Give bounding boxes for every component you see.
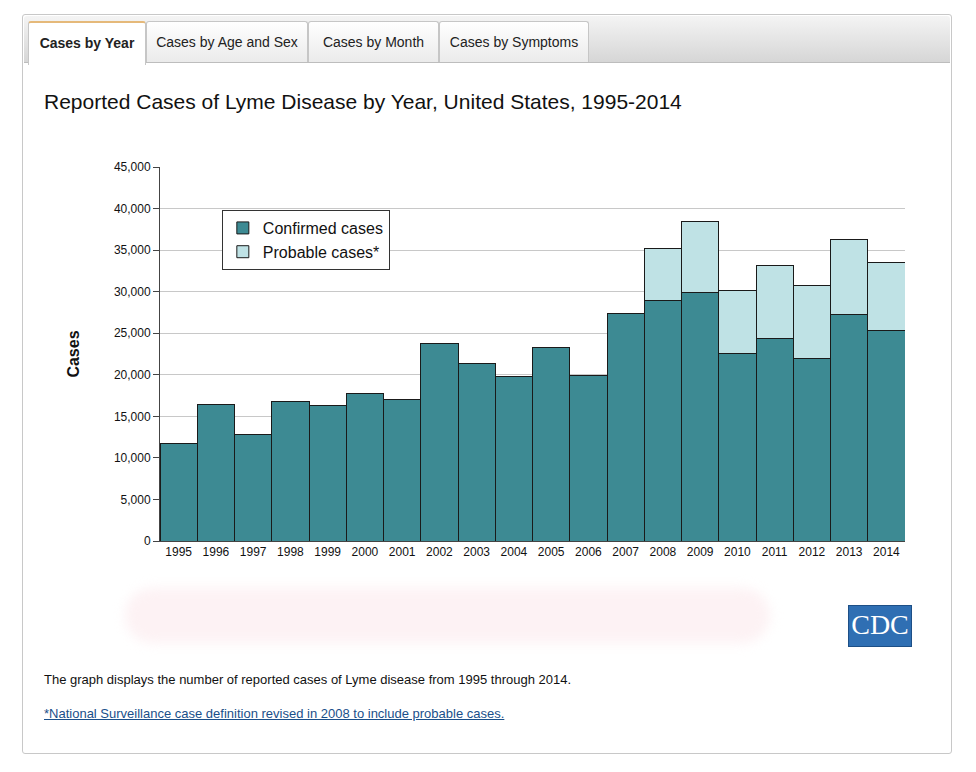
- svg-text:1995: 1995: [165, 545, 192, 559]
- html-text:Cases by Year: Cases by Year: [39, 35, 135, 51]
- svg-text:Probable cases*: Probable cases*: [263, 244, 380, 261]
- html-text:CDC: CDC: [851, 609, 909, 640]
- svg-text:1998: 1998: [277, 545, 304, 559]
- svg-text:2012: 2012: [799, 545, 826, 559]
- svg-text:2009: 2009: [687, 545, 714, 559]
- svg-text:45,000: 45,000: [114, 160, 151, 174]
- svg-text:2003: 2003: [463, 545, 490, 559]
- html-text:Reported Cases of Lyme Disease: Reported Cases of Lyme Disease by Year, …: [44, 90, 682, 113]
- svg-text:10,000: 10,000: [114, 451, 151, 465]
- svg-text:15,000: 15,000: [114, 410, 151, 424]
- svg-text:2007: 2007: [612, 545, 639, 559]
- svg-text:2013: 2013: [836, 545, 863, 559]
- svg-text:1999: 1999: [314, 545, 341, 559]
- html-text:Cases by Symptoms: Cases by Symptoms: [449, 34, 579, 50]
- svg-text:2005: 2005: [538, 545, 565, 559]
- svg-text:30,000: 30,000: [114, 285, 151, 299]
- svg-text:2006: 2006: [575, 545, 602, 559]
- svg-text:Confirmed cases: Confirmed cases: [263, 220, 383, 237]
- svg-text:25,000: 25,000: [114, 326, 151, 340]
- html-text:*National Surveillance case de: *National Surveillance case definition r…: [44, 706, 505, 721]
- svg-text:1997: 1997: [240, 545, 267, 559]
- svg-text:2002: 2002: [426, 545, 453, 559]
- svg-text:2008: 2008: [650, 545, 677, 559]
- html-text:Cases by Age and Sex: Cases by Age and Sex: [156, 34, 298, 50]
- svg-text:2001: 2001: [389, 545, 416, 559]
- svg-text:40,000: 40,000: [114, 202, 151, 216]
- svg-text:35,000: 35,000: [114, 243, 151, 257]
- svg-text:1996: 1996: [203, 545, 230, 559]
- svg-text:0: 0: [144, 534, 151, 548]
- svg-text:20,000: 20,000: [114, 368, 151, 382]
- svg-text:5,000: 5,000: [121, 493, 151, 507]
- html-text:The graph displays the number: The graph displays the number of reporte…: [44, 672, 572, 687]
- svg-text:2014: 2014: [873, 545, 900, 559]
- svg-text:2004: 2004: [501, 545, 528, 559]
- svg-text:2000: 2000: [352, 545, 379, 559]
- svg-text:2010: 2010: [724, 545, 751, 559]
- svg-text:Cases: Cases: [65, 330, 82, 377]
- svg-text:2011: 2011: [762, 545, 788, 559]
- html-text:Cases by Month: Cases by Month: [322, 34, 425, 50]
